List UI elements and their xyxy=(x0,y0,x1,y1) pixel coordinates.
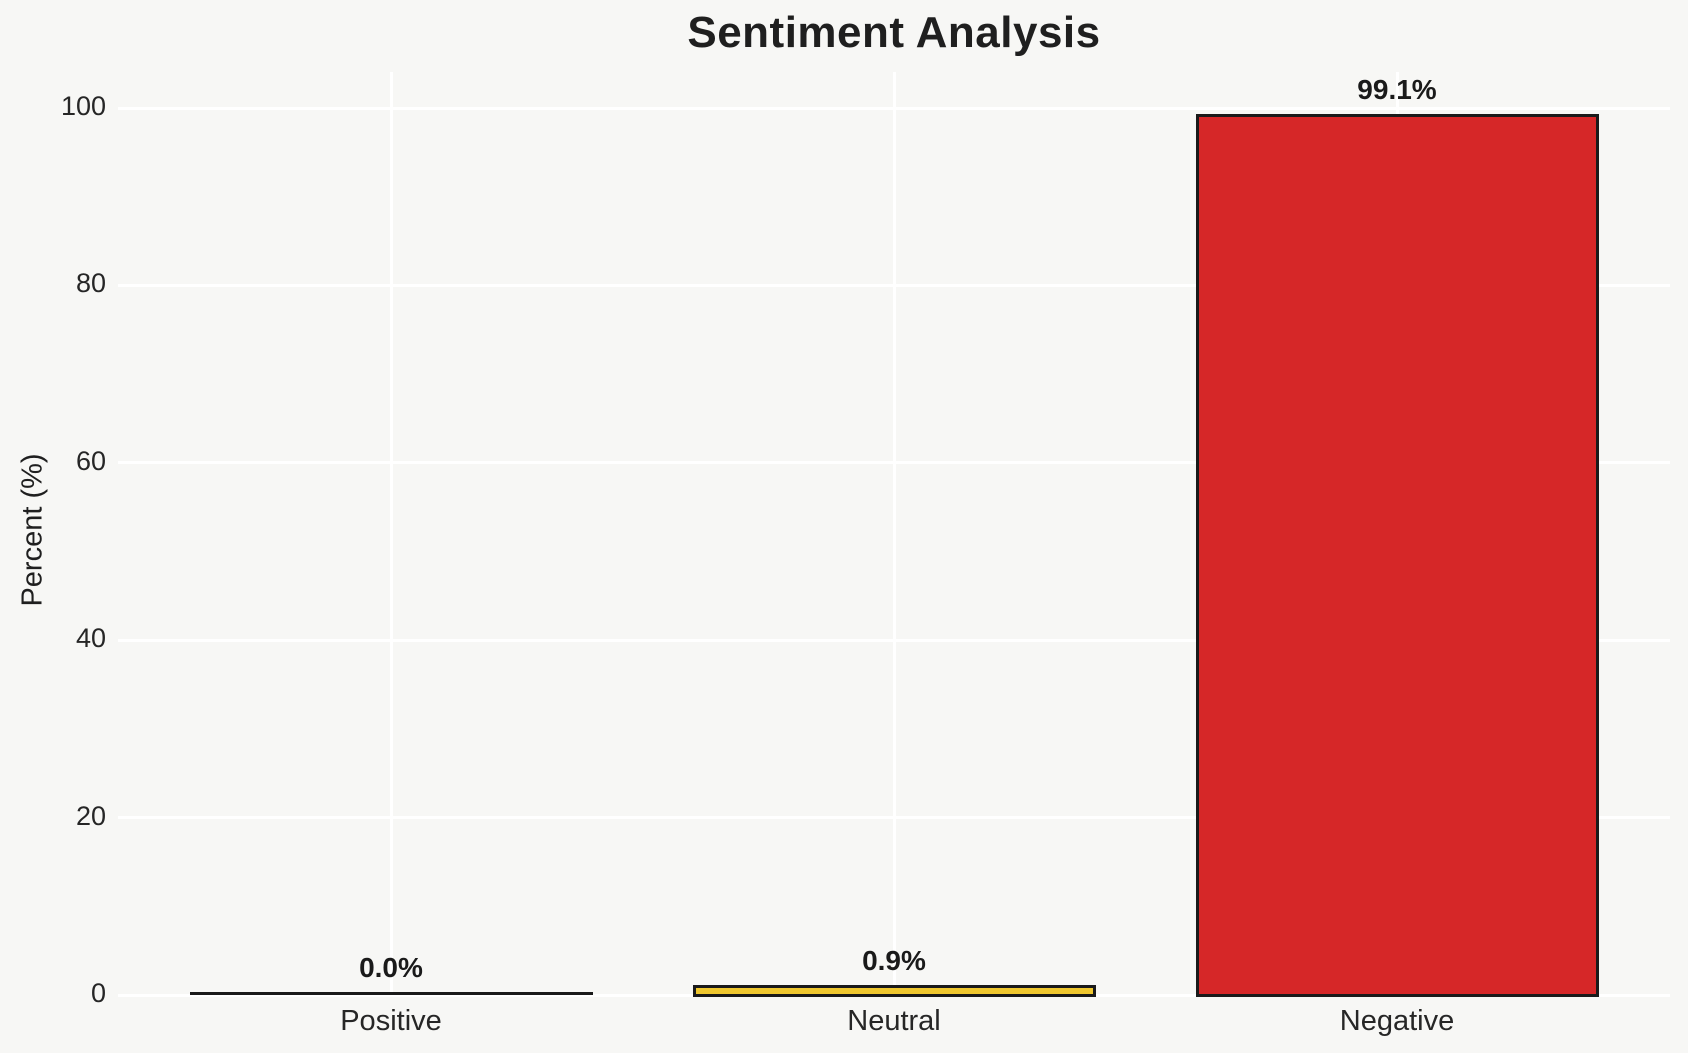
bar-value-label: 0.9% xyxy=(862,945,926,977)
bar-neutral xyxy=(692,985,1096,997)
y-tick-label: 60 xyxy=(75,445,106,476)
bar-value-label: 99.1% xyxy=(1357,73,1437,105)
y-tick-label: 80 xyxy=(75,268,106,299)
y-tick-label: 100 xyxy=(60,91,106,121)
bar-negative xyxy=(1195,113,1599,997)
y-tick-label: 20 xyxy=(75,800,106,831)
x-tick-label: Negative xyxy=(1339,1005,1455,1037)
y-tick-label: 40 xyxy=(75,623,106,654)
x-tick-label: Positive xyxy=(340,1005,442,1037)
y-tick-label: 0 xyxy=(90,978,106,1008)
v-gridline xyxy=(892,72,896,995)
x-tick-label: Neutral xyxy=(847,1005,941,1037)
v-gridline xyxy=(389,72,393,995)
chart-title: Sentiment Analysis xyxy=(687,8,1101,57)
bar-positive xyxy=(189,992,593,995)
bar-value-label: 0.0% xyxy=(359,952,423,983)
